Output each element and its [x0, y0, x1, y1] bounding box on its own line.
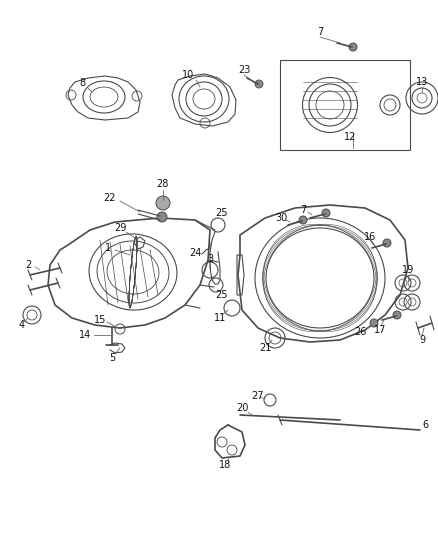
- Text: 28: 28: [156, 179, 168, 189]
- Text: 27: 27: [252, 391, 264, 401]
- Text: 2: 2: [25, 260, 31, 270]
- Text: 23: 23: [238, 65, 250, 75]
- Text: 10: 10: [182, 70, 194, 80]
- Circle shape: [370, 319, 378, 327]
- Text: 19: 19: [402, 265, 414, 275]
- Text: 7: 7: [317, 27, 323, 37]
- Bar: [280, 60, 410, 150]
- Text: 15: 15: [94, 315, 106, 325]
- Text: 1: 1: [105, 243, 111, 253]
- Text: 20: 20: [236, 403, 248, 413]
- Text: 24: 24: [189, 248, 201, 258]
- Text: 16: 16: [364, 232, 376, 242]
- Circle shape: [255, 80, 263, 88]
- Text: 14: 14: [79, 330, 91, 340]
- Text: 18: 18: [219, 460, 231, 470]
- Circle shape: [157, 212, 167, 222]
- Text: 9: 9: [419, 335, 425, 345]
- Text: 11: 11: [214, 313, 226, 323]
- Text: 29: 29: [114, 223, 126, 233]
- Text: 26: 26: [354, 327, 366, 337]
- Text: 13: 13: [416, 77, 428, 87]
- Text: 17: 17: [374, 325, 386, 335]
- Text: 30: 30: [275, 213, 287, 223]
- Text: 25: 25: [216, 208, 228, 218]
- Text: 4: 4: [19, 320, 25, 330]
- Text: 3: 3: [207, 254, 213, 264]
- Text: 22: 22: [104, 193, 116, 203]
- Circle shape: [156, 196, 170, 210]
- Circle shape: [349, 43, 357, 51]
- Text: 6: 6: [422, 420, 428, 430]
- Text: 12: 12: [344, 132, 356, 142]
- Text: 25: 25: [216, 290, 228, 300]
- Circle shape: [322, 209, 330, 217]
- Text: 8: 8: [79, 78, 85, 88]
- Text: 21: 21: [259, 343, 271, 353]
- Text: 7: 7: [300, 205, 306, 215]
- Circle shape: [299, 216, 307, 224]
- Circle shape: [383, 239, 391, 247]
- Circle shape: [393, 311, 401, 319]
- Text: 5: 5: [109, 353, 115, 363]
